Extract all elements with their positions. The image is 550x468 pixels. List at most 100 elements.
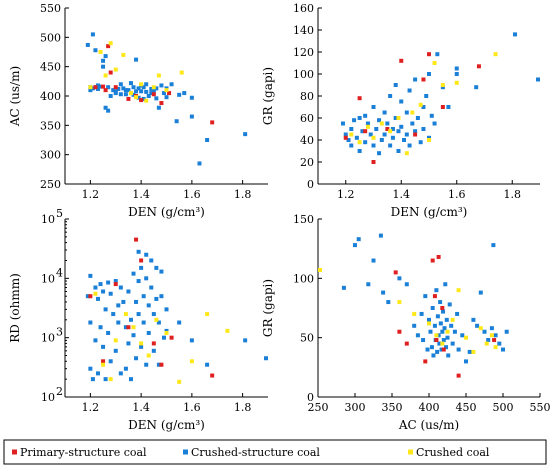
point-crushed-structure [365,121,370,126]
point-crushed-structure [121,299,126,304]
point-primary [139,98,144,103]
point-crushed-structure [106,330,111,335]
point-crushed-structure [421,127,426,131]
point-crushed-structure [382,132,387,137]
point-crushed-structure [440,329,445,334]
point-crushed-structure [136,279,141,284]
y-tick-label: 0 [307,178,314,191]
point-crushed [427,138,431,142]
point-crushed-structure [475,323,480,328]
point-crushed-structure [146,303,151,308]
point-crushed-structure [141,85,146,90]
point-crushed [388,129,393,134]
legend-label-primary: Primary-structure coal [20,446,147,459]
point-crushed-structure [161,335,166,340]
point-crushed-structure [393,116,398,120]
point-crushed [493,345,498,350]
y-tick-label: 60 [300,112,314,125]
point-crushed-structure [154,265,159,270]
point-crushed-structure [116,320,121,325]
point-crushed-structure [413,129,418,134]
point-crushed-structure [106,108,111,113]
point-primary [134,237,139,242]
point-crushed-structure [126,341,131,346]
y-tick-label: 150 [293,213,314,226]
point-crushed-structure [144,82,149,87]
point-crushed-structure [444,345,449,350]
x-tick-label: 1.6 [448,188,466,201]
point-crushed-structure [536,77,540,82]
point-crushed-structure [452,329,457,334]
point-crushed [454,80,459,85]
x-tick-label: 1.6 [183,188,201,201]
y-tick-label: 100 [293,68,314,81]
point-crushed [489,333,494,338]
point-crushed [432,61,437,65]
point-primary [421,77,426,82]
point-crushed-structure [141,96,146,101]
point-crushed-structure [410,121,415,126]
point-crushed [379,121,384,126]
point-crushed-structure [101,58,106,63]
point-crushed [164,88,169,93]
point-crushed [121,52,126,57]
point-crushed-structure [149,91,154,96]
point-crushed-structure [349,143,354,148]
point-crushed-structure [441,338,446,343]
point-primary [371,160,376,164]
point-crushed-structure [385,121,390,126]
point-crushed-structure [144,89,149,94]
point-crushed-structure [489,326,494,331]
point-crushed [189,359,194,364]
point-crushed-structure [118,285,123,290]
y-axis-label: GR (gapi) [261,279,275,337]
point-crushed-structure [434,288,439,293]
point-crushed [128,91,133,96]
chart-panel-gr_ac: 250 300 350 400 450 500 550 0 50 100 150 AC (us/m) G… [261,213,550,432]
point-crushed-structure [454,72,459,76]
point-crushed-structure [381,290,386,295]
point-crushed [146,353,151,358]
point-crushed-structure [438,321,443,326]
y-tick-label: 10 [41,272,55,285]
point-crushed-structure [151,312,156,317]
point-primary [151,341,156,346]
point-crushed-structure [161,91,166,96]
point-crushed-structure [474,85,479,90]
point-crushed-structure [106,280,111,285]
point-crushed-structure [449,323,454,328]
point-crushed-structure [123,88,128,93]
point-crushed-structure [341,285,346,290]
point-primary [169,335,174,340]
point-crushed-structure [98,282,103,287]
point-crushed-structure [443,282,448,287]
point-primary [210,120,215,125]
point-primary [151,92,156,97]
point-crushed [471,349,476,354]
point-primary [103,88,108,93]
point-crushed-structure [357,116,362,120]
point-crushed-structure [131,271,136,276]
point-crushed-structure [116,303,121,308]
point-crushed-structure [103,307,108,312]
point-crushed-structure [95,83,100,88]
point-crushed-structure [427,135,431,140]
point-primary [113,282,118,287]
point-crushed [445,329,450,334]
point-primary [210,373,215,378]
point-crushed-structure [103,377,108,382]
point-crushed-structure [415,116,420,120]
point-crushed-structure [390,135,395,140]
point-crushed-structure [446,105,451,109]
point-crushed-structure [131,92,136,97]
point-crushed-structure [442,326,447,331]
point-crushed-structure [151,89,156,94]
point-crushed-structure [139,344,144,349]
point-primary [456,373,461,378]
point-crushed [404,151,409,156]
y-tick-label: 0 [307,391,314,404]
point-crushed-structure [447,302,452,307]
point-crushed-structure [95,371,100,376]
point-crushed-structure [177,92,182,97]
